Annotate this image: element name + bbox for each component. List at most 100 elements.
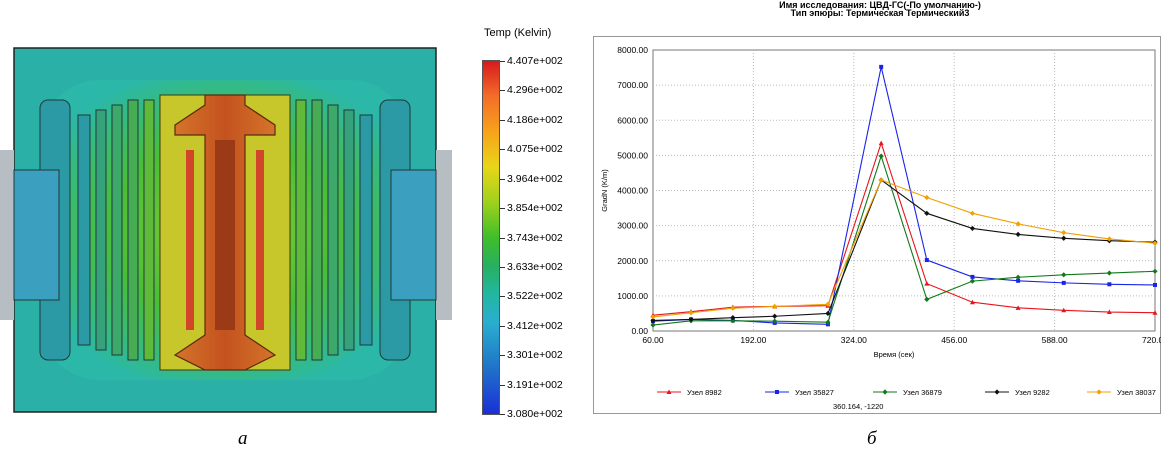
data-point [879, 64, 884, 69]
legend-label: Узел 9282 [1015, 388, 1050, 397]
data-point [924, 210, 930, 216]
colorbar-tick [500, 178, 505, 180]
cursor-readout: 360.164, -1220 [833, 402, 883, 411]
data-point [924, 194, 930, 201]
data-point [650, 322, 656, 328]
colorbar-label: 3.964e+002 [507, 172, 563, 185]
data-point [1153, 282, 1157, 287]
x-tick-label: 588.00 [1042, 335, 1068, 345]
colorbar-label: 4.186e+002 [507, 113, 563, 126]
data-point [1061, 230, 1067, 236]
y-tick-label: 6000.00 [617, 115, 648, 125]
colorbar-tick [500, 119, 505, 121]
data-point [772, 313, 778, 319]
x-tick-label: 456.00 [941, 335, 967, 345]
x-tick-label: 720.00 [1142, 335, 1161, 345]
colorbar-label: 3.412e+002 [507, 319, 563, 332]
gradient-line-chart: 0.00 1000.00 2000.00 3000.00 4000.00 5000.00 6… [600, 45, 1161, 411]
data-point [730, 318, 736, 324]
colorbar-title: Temp (Kelvin) [484, 27, 552, 39]
y-tick-label: 7000.00 [617, 80, 648, 90]
temperature-colorbar [482, 60, 500, 415]
data-point [924, 258, 929, 263]
colorbar-tick [500, 208, 505, 210]
colorbar-tick [500, 355, 505, 357]
colorbar-label: 3.080e+002 [507, 408, 563, 420]
data-point [650, 317, 656, 324]
colorbar-tick [500, 325, 505, 327]
colorbar-label: 3.522e+002 [507, 290, 563, 303]
x-tick-label: 192.00 [740, 335, 766, 345]
data-point [878, 140, 884, 146]
colorbar-tick [500, 61, 505, 62]
colorbar-tick [500, 414, 505, 415]
data-point [688, 310, 694, 316]
legend-label: Узел 38037 [1117, 388, 1156, 397]
series-line [652, 154, 1156, 326]
colorbar-label: 3.743e+002 [507, 231, 563, 244]
colorbar-tick [500, 237, 505, 239]
data-point [969, 225, 976, 232]
data-point [1015, 274, 1021, 280]
colorbar-label: 4.296e+002 [507, 84, 563, 97]
series-line [652, 179, 1156, 318]
data-point [1015, 221, 1021, 227]
thermal-contour-image [0, 47, 452, 413]
colorbar-tick [500, 296, 505, 298]
legend-marker [882, 389, 888, 395]
data-point [730, 315, 736, 321]
legend-label: Узел 8982 [687, 388, 722, 397]
colorbar-tick [500, 266, 505, 268]
colorbar-label: 3.854e+002 [507, 202, 563, 215]
colorbar-tick [500, 90, 505, 92]
data-point [1061, 235, 1067, 241]
data-point [1061, 307, 1067, 313]
x-axis-label: Время (сек) [874, 350, 915, 359]
data-point [969, 299, 975, 305]
data-point [924, 296, 930, 302]
x-tick-label: 324.00 [841, 335, 867, 345]
data-point [1152, 310, 1158, 315]
data-point [1061, 280, 1066, 285]
colorbar-tick [500, 149, 505, 151]
data-point [1106, 309, 1112, 315]
data-point [878, 177, 884, 183]
data-point [1016, 278, 1021, 283]
y-tick-label: 4000.00 [617, 186, 648, 196]
colorbar-tick [500, 384, 505, 386]
y-axis-label: GradN (K/m) [600, 169, 609, 212]
data-point [825, 301, 831, 307]
colorbar-label: 3.191e+002 [507, 378, 563, 391]
panel-label-a: a [238, 428, 248, 449]
legend-marker [1096, 389, 1102, 395]
data-point [1015, 231, 1021, 238]
data-point [969, 210, 976, 216]
data-point [970, 274, 975, 279]
thermal-simulation-panel: Temp (Kelvin) 4.407e+002 4.296e+002 4.186e… [0, 0, 580, 449]
chart-title-plot-type: Тип эпюры: Термическая Термический3 [790, 8, 970, 18]
y-tick-label: 8000.00 [617, 45, 648, 55]
colorbar-label: 4.407e+002 [507, 55, 563, 67]
data-point [1061, 272, 1067, 278]
data-point [825, 319, 831, 325]
x-tick-label: 60.00 [642, 335, 664, 345]
series-line [652, 141, 1156, 316]
y-tick-label: 1000.00 [617, 291, 648, 301]
colorbar-label: 3.301e+002 [507, 349, 563, 362]
legend-marker [666, 389, 672, 394]
y-tick-label: 3000.00 [617, 221, 648, 231]
data-point [1106, 236, 1112, 242]
legend-label: Узел 36879 [903, 388, 942, 397]
data-point [969, 278, 976, 284]
y-tick-label: 2000.00 [617, 256, 648, 266]
data-point [1106, 270, 1112, 276]
panel-label-b: б [867, 428, 877, 449]
data-point [650, 314, 656, 320]
data-point [924, 281, 930, 286]
data-point [878, 153, 884, 159]
colorbar-label: 4.075e+002 [507, 143, 563, 156]
y-tick-label: 5000.00 [617, 150, 648, 160]
series-line [652, 179, 1156, 322]
data-point [1107, 282, 1112, 287]
data-point [730, 305, 736, 311]
